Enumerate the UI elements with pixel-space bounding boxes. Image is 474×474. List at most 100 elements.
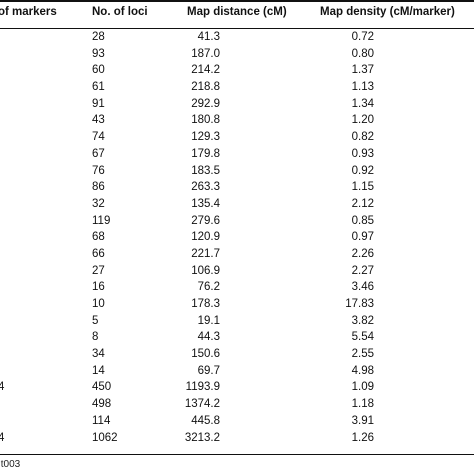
cell-loci: 34	[92, 348, 105, 361]
cell-map-density: 17.83	[345, 298, 374, 310]
cell-map-distance: 263.3	[191, 181, 220, 194]
cell-map-density: 1.13	[351, 81, 374, 94]
cell-map-distance: 180.8	[191, 114, 220, 127]
cell-map-distance: 178.3	[191, 298, 220, 310]
table-row: 5 19.1 3.82	[0, 313, 474, 330]
cell-loci: 27	[92, 264, 105, 277]
cell-map-density: 1.34	[351, 97, 374, 110]
table-bottom-rule	[0, 454, 474, 455]
cell-map-density: 1.09	[351, 381, 374, 394]
cell-map-density: 0.85	[351, 214, 374, 227]
cell-loci: 76	[92, 164, 105, 177]
cell-map-density: 1.18	[351, 398, 374, 411]
cell-map-distance: 221.7	[191, 247, 220, 260]
cell-map-distance: 292.9	[191, 97, 220, 110]
table-row: 34 150.6 2.55	[0, 346, 474, 363]
table-row: 93 187.0 0.80	[0, 46, 474, 63]
table-row: 4 450 1193.9 1.09	[0, 379, 474, 396]
cell-map-distance: 279.6	[191, 214, 220, 227]
cell-map-distance: 218.8	[191, 81, 220, 94]
cell-loci: 60	[92, 64, 105, 77]
cell-map-distance: 150.6	[191, 348, 220, 361]
table-row: 498 1374.2 1.18	[0, 396, 474, 413]
cell-loci: 10	[92, 298, 105, 310]
cell-loci: 1062	[92, 431, 118, 444]
cell-map-density: 0.92	[351, 164, 374, 177]
cell-loci: 28	[92, 31, 105, 43]
cell-loci: 498	[92, 398, 112, 411]
table-row: 8 44.3 5.54	[0, 329, 474, 346]
cell-map-density: 0.80	[351, 47, 374, 60]
cell-map-distance: 69.7	[197, 364, 220, 377]
cell-loci: 67	[92, 147, 105, 160]
cell-loci: 114	[92, 414, 111, 427]
cell-map-distance: 445.8	[191, 414, 220, 427]
cell-loci: 8	[92, 331, 99, 344]
table-row: 61 218.8 1.13	[0, 79, 474, 96]
cell-loci: 68	[92, 231, 105, 244]
header-map-density: Map density (cM/marker)	[320, 6, 455, 18]
table-row: 91 292.9 1.34	[0, 96, 474, 113]
header-markers: of markers	[0, 6, 57, 18]
table-row: 16 76.2 3.46	[0, 279, 474, 296]
cell-map-density: 0.82	[351, 131, 374, 144]
cell-map-density: 3.82	[351, 314, 374, 327]
cell-loci: 66	[92, 247, 105, 260]
cell-map-density: 2.12	[351, 197, 374, 210]
table-row: 76 183.5 0.92	[0, 163, 474, 180]
cell-map-density: 1.37	[351, 64, 374, 77]
cell-map-density: 3.91	[351, 414, 374, 427]
cell-map-distance: 76.2	[197, 281, 220, 294]
cell-map-density: 5.54	[351, 331, 374, 344]
cell-map-distance: 1374.2	[184, 398, 220, 411]
cell-loci: 450	[92, 381, 112, 394]
table-row: 27 106.9 2.27	[0, 263, 474, 280]
cell-loci: 43	[92, 114, 105, 127]
cell-loci: 74	[92, 131, 105, 144]
table-top-rule	[0, 0, 474, 2]
cell-map-distance: 214.2	[191, 64, 220, 77]
table-body: 28 41.3 0.72 93 187.0 0.80 60 214.2 1.37 61 218.8 1…	[0, 29, 474, 446]
header-loci: No. of loci	[92, 6, 148, 18]
cell-map-distance: 1193.9	[185, 381, 220, 394]
cell-loci: 16	[92, 281, 105, 294]
cell-map-density: 0.93	[351, 147, 374, 160]
cell-map-density: 2.26	[351, 247, 374, 260]
cell-map-density: 2.55	[351, 348, 374, 361]
table-id-footnote: .t003	[0, 459, 21, 470]
table-row: 114 445.8 3.91	[0, 413, 474, 430]
cell-loci: 91	[92, 97, 105, 110]
cell-map-density: 1.26	[351, 431, 374, 444]
table-row: 4 1062 3213.2 1.26	[0, 430, 474, 447]
cell-map-distance: 44.3	[197, 331, 220, 344]
cell-markers: 4	[0, 431, 5, 444]
table-row: 68 120.9 0.97	[0, 229, 474, 246]
table-row: 119 279.6 0.85	[0, 213, 474, 230]
header-map-distance: Map distance (cM)	[187, 6, 287, 18]
cell-map-distance: 135.4	[191, 197, 220, 210]
table-row: 67 179.8 0.93	[0, 146, 474, 163]
cell-map-distance: 3213.2	[184, 431, 220, 444]
cell-map-distance: 179.8	[191, 147, 220, 160]
cell-markers: 4	[0, 381, 5, 394]
cell-map-distance: 41.3	[197, 31, 220, 43]
table-row: 86 263.3 1.15	[0, 179, 474, 196]
cell-loci: 32	[92, 197, 105, 210]
cell-map-density: 1.20	[351, 114, 374, 127]
cell-loci: 14	[92, 364, 105, 377]
table-row: 28 41.3 0.72	[0, 29, 474, 46]
table-row: 74 129.3 0.82	[0, 129, 474, 146]
table-row: 32 135.4 2.12	[0, 196, 474, 213]
cell-map-density: 0.72	[351, 31, 374, 43]
cell-map-distance: 187.0	[191, 47, 220, 60]
cell-loci: 61	[92, 81, 105, 94]
cell-map-density: 0.97	[351, 231, 374, 244]
cell-map-density: 3.46	[351, 281, 374, 294]
table-row: 10 178.3 17.83	[0, 296, 474, 313]
cell-map-distance: 183.5	[191, 164, 220, 177]
cell-loci: 93	[92, 47, 105, 60]
table-header-rule	[0, 28, 474, 29]
table-row: 66 221.7 2.26	[0, 246, 474, 263]
cell-map-density: 4.98	[351, 364, 374, 377]
cell-map-distance: 120.9	[191, 231, 220, 244]
